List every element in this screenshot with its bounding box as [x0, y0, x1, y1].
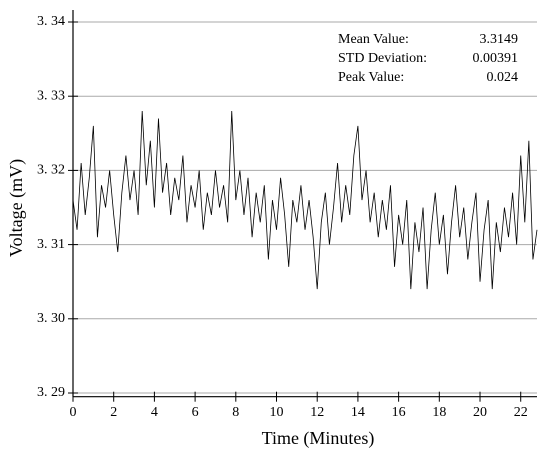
x-tick-label: 14 [351, 405, 365, 420]
x-tick-label: 0 [70, 405, 77, 420]
x-tick-label: 20 [473, 405, 487, 420]
x-tick-label: 8 [232, 405, 239, 420]
data-line [72, 111, 538, 290]
annotation-label: Peak Value: [338, 70, 404, 85]
y-tick-label: 3. 29 [37, 385, 65, 400]
y-tick-label: 3. 32 [37, 163, 65, 178]
x-tick-label: 10 [270, 405, 284, 420]
annotation-value: 0.024 [487, 70, 519, 85]
y-axis-label: Voltage (mV) [6, 159, 27, 257]
x-tick-label: 22 [514, 405, 528, 420]
y-tick-label: 3. 31 [37, 237, 65, 252]
annotation-value: 0.00391 [473, 51, 519, 66]
y-tick-label: 3. 30 [37, 311, 65, 326]
annotation-value: 3.3149 [480, 32, 519, 47]
y-tick-label: 3. 34 [37, 14, 65, 29]
x-tick-label: 16 [392, 405, 406, 420]
x-tick-label: 4 [151, 405, 158, 420]
x-tick-label: 18 [432, 405, 446, 420]
x-tick-label: 6 [192, 405, 199, 420]
annotation-label: STD Deviation: [338, 51, 427, 66]
y-tick-label: 3. 33 [37, 88, 65, 103]
x-tick-label: 2 [110, 405, 117, 420]
x-axis-label: Time (Minutes) [262, 428, 375, 449]
x-tick-label: 12 [310, 405, 324, 420]
annotation-label: Mean Value: [338, 32, 409, 47]
